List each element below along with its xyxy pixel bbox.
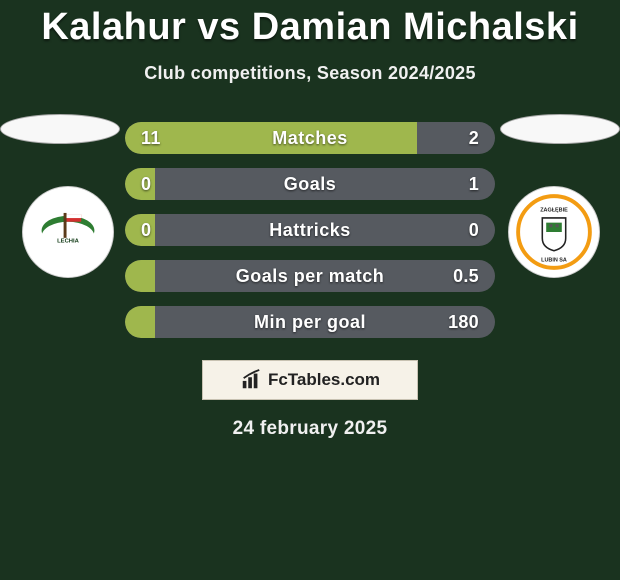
stat-bar: 11 Matches 2 <box>125 122 495 154</box>
stat-value-left: 0 <box>125 174 183 195</box>
stat-bar-fill <box>125 260 155 292</box>
page-subtitle: Club competitions, Season 2024/2025 <box>0 63 620 84</box>
player-photo-right-placeholder <box>500 114 620 144</box>
club-badge-left-disc: LECHIA <box>22 186 114 278</box>
brand-box: FcTables.com <box>202 360 418 400</box>
player-photo-left-placeholder <box>0 114 120 144</box>
svg-text:LECHIA: LECHIA <box>57 238 80 244</box>
club-badge-right: ZAGŁĘBIE LUBIN SA <box>508 186 600 278</box>
comparison-stage: LECHIA ZAGŁĘBIE LUBIN SA 11 <box>0 122 620 440</box>
stat-value-right: 0 <box>437 220 495 241</box>
stat-label: Goals <box>183 174 437 195</box>
svg-text:ZAGŁĘBIE: ZAGŁĘBIE <box>540 208 568 214</box>
stat-bar: 0 Goals 1 <box>125 168 495 200</box>
footer-date: 24 february 2025 <box>0 418 620 440</box>
stat-value-right: 180 <box>437 312 495 333</box>
stat-bar-fill <box>125 306 155 338</box>
stat-label: Goals per match <box>183 266 437 287</box>
stat-value-left: 0 <box>125 220 183 241</box>
stat-bars: 11 Matches 2 0 Goals 1 0 Hattricks 0 Goa… <box>125 122 495 338</box>
club-badge-left: LECHIA <box>22 186 114 278</box>
stat-bar: Goals per match 0.5 <box>125 260 495 292</box>
stat-value-left: 11 <box>125 128 183 149</box>
stat-label: Hattricks <box>183 220 437 241</box>
svg-text:LUBIN SA: LUBIN SA <box>541 258 567 264</box>
stat-value-right: 2 <box>437 128 495 149</box>
stat-label: Matches <box>183 128 437 149</box>
stat-bar: Min per goal 180 <box>125 306 495 338</box>
brand-text: FcTables.com <box>268 370 380 390</box>
club-crest-right-icon: ZAGŁĘBIE LUBIN SA <box>515 193 593 271</box>
stat-bar: 0 Hattricks 0 <box>125 214 495 246</box>
page-title: Kalahur vs Damian Michalski <box>0 6 620 49</box>
bars-icon <box>240 369 262 391</box>
stat-value-right: 1 <box>437 174 495 195</box>
stat-value-right: 0.5 <box>437 266 495 287</box>
club-crest-left-icon: LECHIA <box>38 210 98 254</box>
club-badge-right-disc: ZAGŁĘBIE LUBIN SA <box>508 186 600 278</box>
stat-label: Min per goal <box>183 312 437 333</box>
